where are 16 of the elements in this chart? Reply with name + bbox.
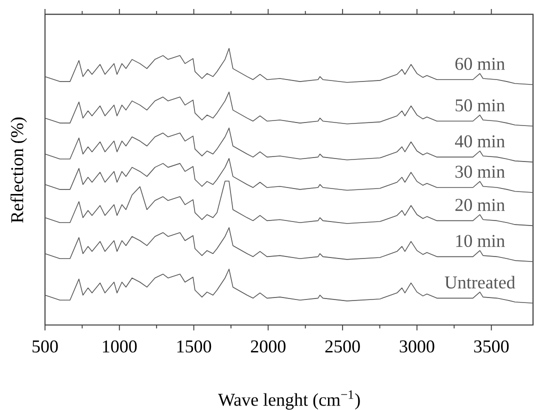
x-tick-label: 2000 [250,340,286,353]
x-tick-label: 1000 [102,340,137,353]
series-label: 30 min [456,166,505,178]
x-tick-label: 2500 [325,340,360,353]
y-axis-title: Reflection (%) [10,118,27,223]
series-label: 50 min [456,99,505,112]
series-label: 60 min [455,58,505,70]
series-label: 20 min [455,198,505,212]
series-label: 40 min [455,135,505,148]
x-axis-title: Wave lenght (cm$^{−1}$) [218,390,360,410]
x-tick-label: 1500 [177,340,212,353]
x-tick-label: 500 [32,340,58,353]
series-label: Untreated [444,276,516,288]
series-label: 10 min [456,234,505,247]
x-tick-label: 3500 [474,340,509,353]
x-tick-label: 3000 [400,340,434,353]
